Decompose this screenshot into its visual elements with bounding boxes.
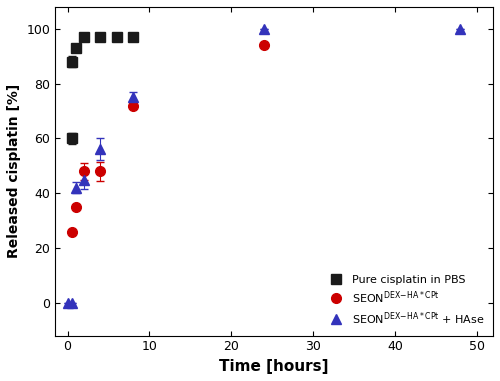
Y-axis label: Released cisplatin [%]: Released cisplatin [%] [7,84,21,258]
X-axis label: Time [hours]: Time [hours] [220,359,329,374]
Legend: Pure cisplatin in PBS, SEON$^{\mathrm{DEX\!-\!HA*CPt}}$, SEON$^{\mathrm{DEX\!-\!: Pure cisplatin in PBS, SEON$^{\mathrm{DE… [322,271,488,330]
